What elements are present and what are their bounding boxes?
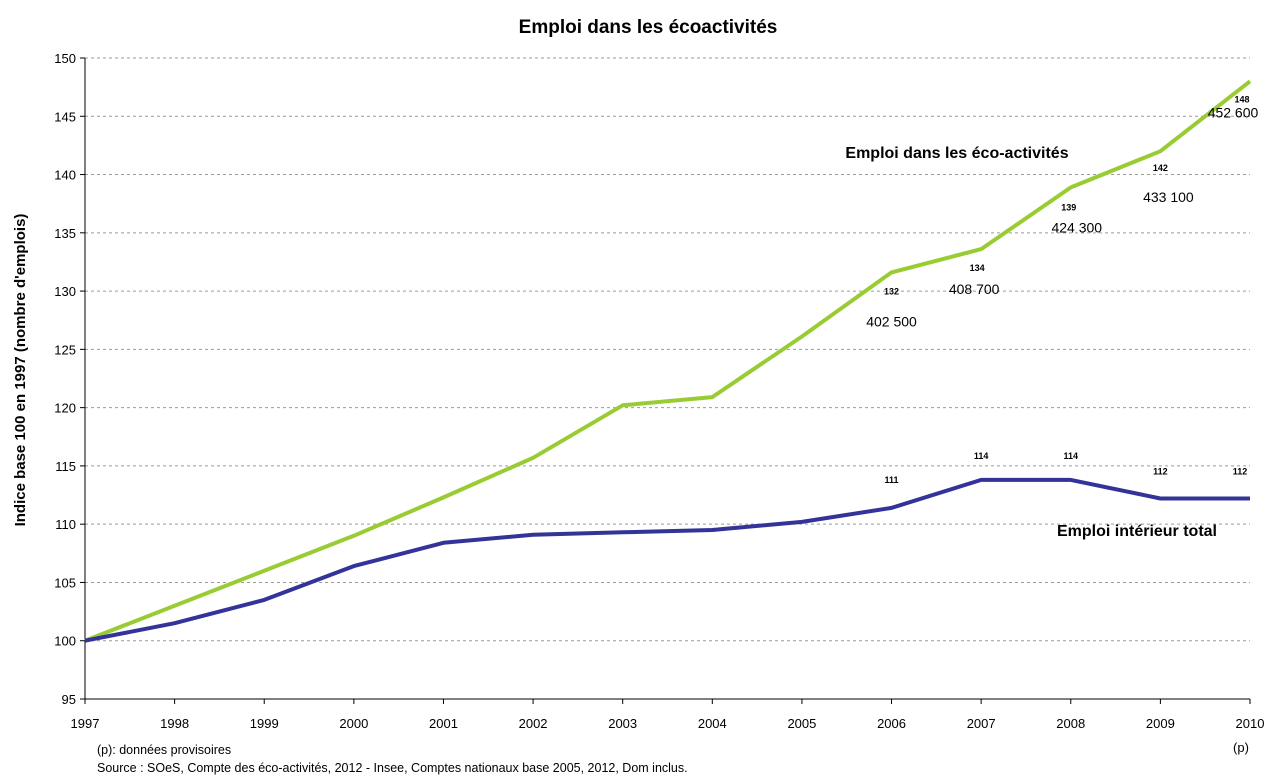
index-label-eco: 142 [1153, 163, 1168, 173]
series-label-emploi-total: Emploi intérieur total [1057, 523, 1217, 540]
note-provisional: (p): données provisoires [97, 743, 231, 757]
series-line-emploi-total [84, 477, 1250, 643]
index-label-eco: 132 [884, 286, 899, 296]
data-labels: 132 134 139 142 148 402 500 408 700 424 300 433 … [866, 94, 1258, 485]
y-tick-label: 150 [54, 51, 76, 66]
y-tick-label: 135 [54, 226, 76, 241]
index-label-total: 114 [974, 451, 989, 461]
y-tick-label: 130 [54, 284, 76, 299]
index-label-eco: 139 [1061, 202, 1076, 212]
jobs-label-eco: 402 500 [866, 313, 917, 329]
x-tick-label: 2002 [519, 716, 548, 731]
x-tick-label: 2007 [967, 716, 996, 731]
note-source: Source : SOeS, Compte des éco-activités,… [97, 761, 688, 775]
x-provisional-marker: (p) [1233, 740, 1249, 755]
index-label-total: 111 [885, 475, 899, 485]
x-tick-label: 2009 [1146, 716, 1175, 731]
y-tick-label: 105 [54, 575, 76, 590]
y-tick-label: 145 [54, 109, 76, 124]
x-tick-label: 2004 [698, 716, 727, 731]
index-label-eco: 148 [1234, 94, 1249, 104]
index-label-eco: 134 [970, 263, 985, 273]
x-tick-label: 2006 [877, 716, 906, 731]
y-tick-label: 95 [62, 692, 76, 707]
y-tick-label: 140 [54, 168, 76, 183]
series-lines [84, 79, 1252, 643]
y-tick-label: 100 [54, 634, 76, 649]
x-tick-label: 2010 [1236, 716, 1265, 731]
y-tick-label: 115 [55, 459, 76, 474]
x-tick-label: 2008 [1056, 716, 1085, 731]
jobs-label-eco: 452 600 [1208, 104, 1259, 120]
x-tick-label: 2003 [608, 716, 637, 731]
jobs-label-eco: 424 300 [1051, 219, 1102, 235]
grid-lines [85, 57, 1250, 642]
y-axis-label: Indice base 100 en 1997 (nombre d'emploi… [12, 214, 29, 527]
jobs-label-eco: 433 100 [1143, 189, 1194, 205]
chart-title: Emploi dans les écoactivités [519, 17, 778, 38]
index-label-total: 112 [1153, 467, 1168, 477]
y-tick-labels: 95 100 105 110 115 120 125 130 135 140 145 150 [54, 51, 76, 707]
x-tick-label: 1998 [160, 716, 189, 731]
index-label-total: 114 [1064, 451, 1079, 461]
y-tick-label: 110 [55, 517, 76, 532]
index-label-total: 112 [1233, 467, 1248, 477]
series-line-eco-activites [84, 79, 1252, 643]
x-tick-label: 1999 [250, 716, 279, 731]
y-tick-label: 125 [54, 342, 76, 357]
x-tick-labels: 1997 1998 1999 2000 2001 2002 2003 2004 2005 2006… [71, 716, 1265, 731]
x-tick-label: 2005 [787, 716, 816, 731]
jobs-label-eco: 408 700 [949, 281, 1000, 297]
x-tick-label: 2001 [429, 716, 458, 731]
series-label-eco-activites: Emploi dans les éco-activités [845, 145, 1068, 162]
y-tick-label: 120 [54, 401, 76, 416]
x-tick-label: 2000 [339, 716, 368, 731]
x-tick-label: 1997 [71, 716, 100, 731]
axes [80, 57, 1251, 704]
